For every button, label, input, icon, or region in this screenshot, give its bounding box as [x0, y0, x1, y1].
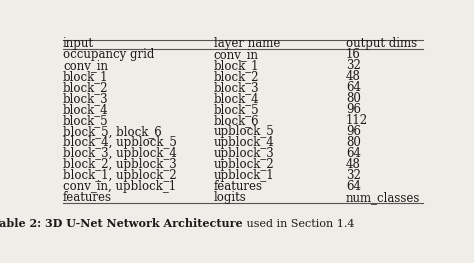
Text: Table 2: 3D U-Net Network Architecture: Table 2: 3D U-Net Network Architecture — [0, 219, 243, 229]
Text: block_4, upblock_5: block_4, upblock_5 — [63, 136, 177, 149]
Text: features: features — [213, 180, 263, 193]
Text: upblock_4: upblock_4 — [213, 136, 274, 149]
Text: 16: 16 — [346, 48, 361, 61]
Text: block_3, upblock_4: block_3, upblock_4 — [63, 147, 177, 160]
Text: block_2: block_2 — [63, 81, 109, 94]
Text: 32: 32 — [346, 169, 361, 182]
Text: 48: 48 — [346, 70, 361, 83]
Text: output dims: output dims — [346, 37, 417, 50]
Text: block_6: block_6 — [213, 114, 259, 127]
Text: 112: 112 — [346, 114, 368, 127]
Text: num_classes: num_classes — [346, 191, 420, 204]
Text: block_5, block_6: block_5, block_6 — [63, 125, 162, 138]
Text: block_1: block_1 — [63, 70, 109, 83]
Text: logits: logits — [213, 191, 246, 204]
Text: 64: 64 — [346, 180, 361, 193]
Text: block_2, upblock_3: block_2, upblock_3 — [63, 158, 177, 171]
Text: upblock_2: upblock_2 — [213, 158, 274, 171]
Text: upblock_5: upblock_5 — [213, 125, 274, 138]
Text: block_4: block_4 — [213, 92, 259, 105]
Text: block_3: block_3 — [63, 92, 109, 105]
Text: 64: 64 — [346, 81, 361, 94]
Text: occupancy grid: occupancy grid — [63, 48, 155, 61]
Text: 32: 32 — [346, 59, 361, 72]
Text: conv_in: conv_in — [213, 48, 258, 61]
Text: block_4: block_4 — [63, 103, 109, 116]
Text: upblock_1: upblock_1 — [213, 169, 274, 182]
Text: 80: 80 — [346, 136, 361, 149]
Text: block_1: block_1 — [213, 59, 259, 72]
Text: features: features — [63, 191, 112, 204]
Text: layer name: layer name — [213, 37, 280, 50]
Text: block_3: block_3 — [213, 81, 259, 94]
Text: 96: 96 — [346, 103, 361, 116]
Text: block_1, upblock_2: block_1, upblock_2 — [63, 169, 176, 182]
Text: conv_in: conv_in — [63, 59, 108, 72]
Text: block_5: block_5 — [63, 114, 109, 127]
Text: input: input — [63, 37, 94, 50]
Text: 64: 64 — [346, 147, 361, 160]
Text: 48: 48 — [346, 158, 361, 171]
Text: conv_in, upblock_1: conv_in, upblock_1 — [63, 180, 176, 193]
Text: block_2: block_2 — [213, 70, 259, 83]
Text: 96: 96 — [346, 125, 361, 138]
Text: 80: 80 — [346, 92, 361, 105]
Text: block_5: block_5 — [213, 103, 259, 116]
Text: upblock_3: upblock_3 — [213, 147, 274, 160]
Text: used in Section 1.4: used in Section 1.4 — [243, 219, 355, 229]
